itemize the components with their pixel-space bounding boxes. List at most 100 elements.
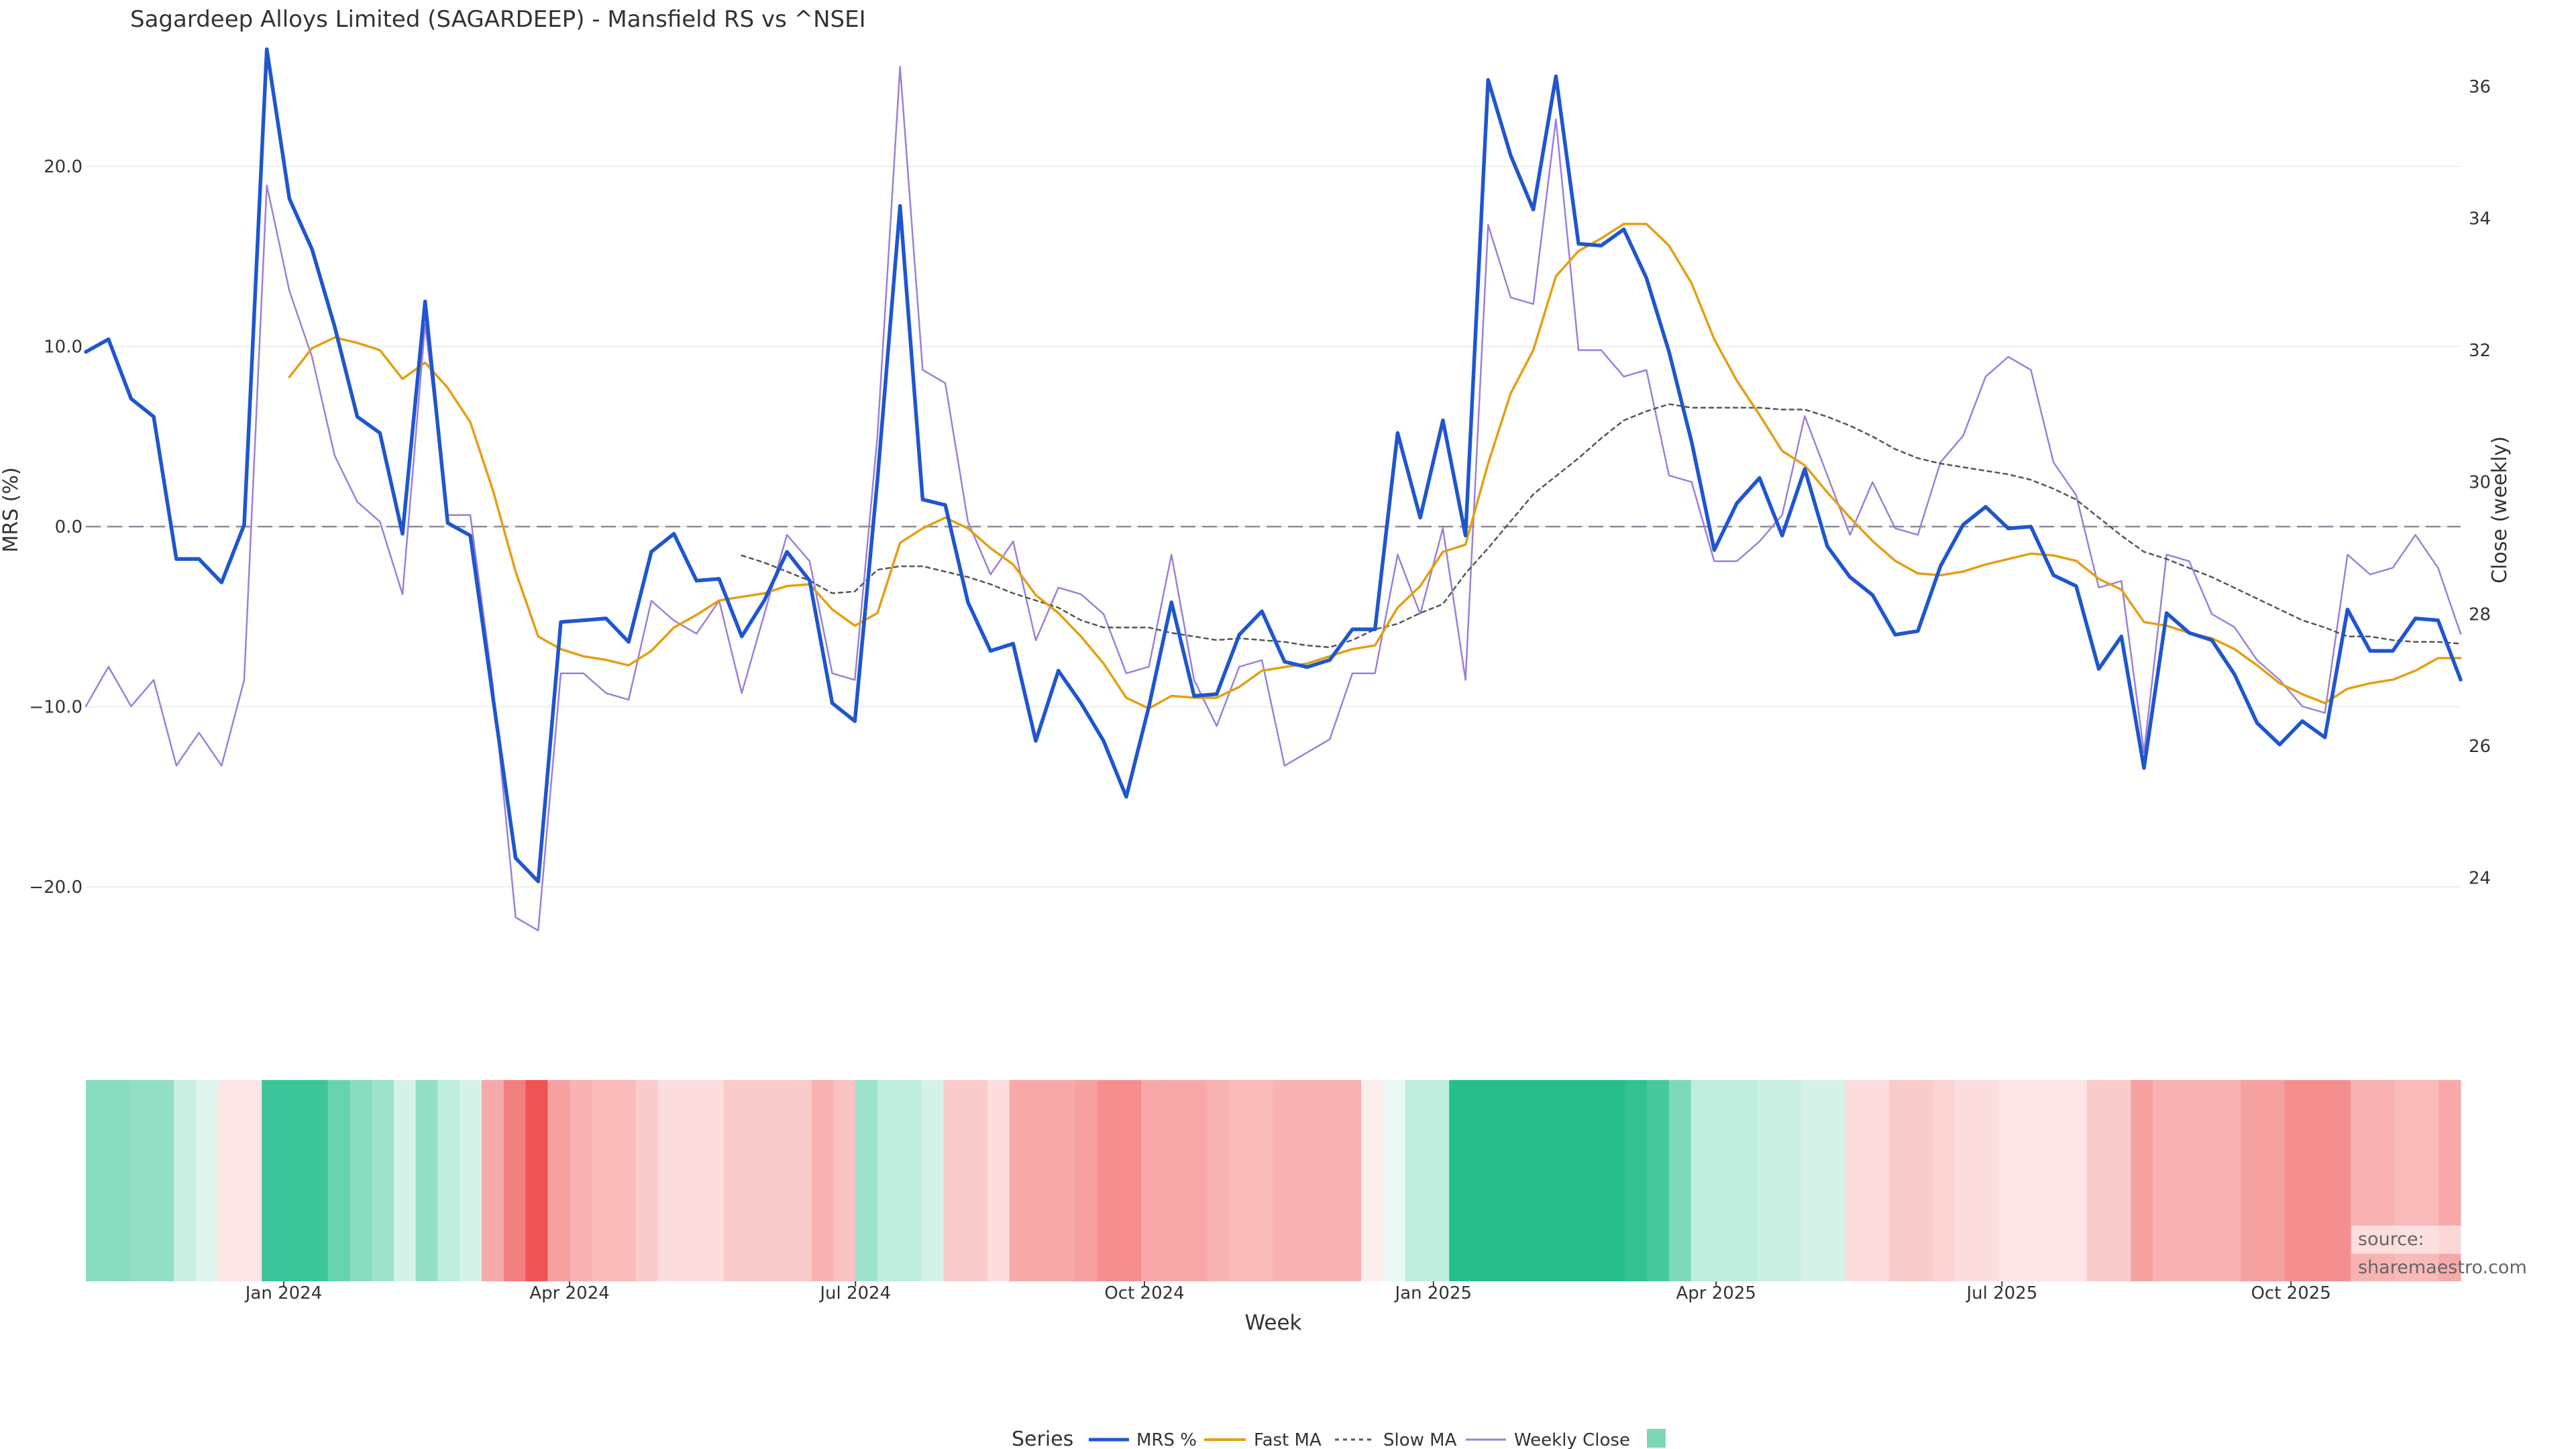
x-axis-label: Week <box>1245 1311 1302 1335</box>
heatmap-cell <box>1273 1080 1296 1281</box>
heatmap-cell <box>943 1080 966 1281</box>
heatmap-cell <box>437 1080 460 1281</box>
heatmap-cell <box>701 1080 724 1281</box>
series-line-mrs <box>84 47 2463 883</box>
heatmap-cell <box>1976 1080 2000 1281</box>
heatmap-cell <box>657 1080 680 1281</box>
heatmap-cell <box>1317 1080 1340 1281</box>
heatmap-cell <box>152 1080 174 1281</box>
heatmap-cell <box>1097 1080 1120 1281</box>
heatmap-cell <box>1603 1080 1626 1281</box>
heatmap-cell <box>350 1080 372 1281</box>
y2-tick-label: 34 <box>2469 209 2491 229</box>
heatmap-cell <box>680 1080 702 1281</box>
heatmap-cell <box>284 1080 307 1281</box>
heatmap-cell <box>1515 1080 1538 1281</box>
heatmap-cell <box>570 1080 592 1281</box>
heatmap-cell <box>1713 1080 1735 1281</box>
legend-label-fast: Fast MA <box>1254 1430 1322 1449</box>
y2-tick-label: 24 <box>2469 868 2491 888</box>
heatmap-cell <box>2263 1080 2286 1281</box>
heatmap-cell <box>1559 1080 1582 1281</box>
heatmap-cell <box>1933 1080 1955 1281</box>
heatmap-cell <box>1009 1080 1032 1281</box>
heatmap-cell <box>745 1080 768 1281</box>
heatmap-cell <box>1361 1080 1384 1281</box>
y-axis-left: 20.0 10.0 0.0 −10.0 −20.0 <box>29 157 83 898</box>
heatmap-cell <box>1823 1080 1845 1281</box>
heatmap-cell <box>525 1080 548 1281</box>
heatmap-cell <box>1449 1080 1472 1281</box>
heatmap-cell <box>1580 1080 1604 1281</box>
heatmap-cell <box>855 1080 878 1281</box>
x-tick-label: Oct 2024 <box>1104 1283 1184 1303</box>
heatmap-cell <box>129 1080 152 1281</box>
heatmap-cell <box>415 1080 439 1281</box>
x-tick-label: Jan 2025 <box>1394 1283 1472 1303</box>
y2-tick-label: 30 <box>2469 473 2491 493</box>
heatmap-cell <box>2108 1080 2131 1281</box>
x-tick-label: Jan 2024 <box>244 1283 323 1303</box>
heatmap-cell <box>591 1080 614 1281</box>
heatmap-cell <box>2086 1080 2110 1281</box>
heatmap-cell <box>2043 1080 2065 1281</box>
y-axis-right: 36 34 32 30 28 26 24 <box>2469 77 2491 889</box>
heatmap-cell <box>262 1080 284 1281</box>
x-tick-label: Jul 2024 <box>818 1283 891 1303</box>
heatmap-cell <box>195 1080 219 1281</box>
heatmap-cell <box>305 1080 329 1281</box>
heatmap-cell <box>2153 1080 2176 1281</box>
heatmap-cell <box>767 1080 790 1281</box>
heatmap-cell <box>1031 1080 1054 1281</box>
heatmap-cell <box>547 1080 570 1281</box>
heatmap-cell <box>460 1080 482 1281</box>
heatmap-cell <box>327 1080 350 1281</box>
heatmap-cell <box>2131 1080 2153 1281</box>
heatmap-cell <box>811 1080 835 1281</box>
y-axis-label-right: Close (weekly) <box>2488 436 2512 584</box>
heatmap-cell <box>1625 1080 1648 1281</box>
legend-title: Series <box>1012 1428 1073 1449</box>
legend-swatch-heatmap <box>1647 1429 1666 1448</box>
y-tick-label: −20.0 <box>29 877 83 898</box>
heatmap-cell <box>2021 1080 2043 1281</box>
y2-tick-label: 32 <box>2469 341 2491 361</box>
heatmap-cell <box>1537 1080 1560 1281</box>
heatmap-cell <box>217 1080 241 1281</box>
heatmap-cell <box>2284 1080 2308 1281</box>
x-tick-label: Oct 2025 <box>2251 1283 2330 1303</box>
heatmap-cell <box>789 1080 812 1281</box>
heatmap-cell <box>2306 1080 2329 1281</box>
heatmap-cell <box>1427 1080 1450 1281</box>
heatmap-cell <box>1185 1080 1208 1281</box>
heatmap-cell <box>174 1080 197 1281</box>
heatmap-cell <box>1295 1080 1318 1281</box>
legend: Series MRS % Fast MA Slow MA Weekly Clos… <box>1012 1428 1666 1449</box>
x-axis: Jan 2024 Apr 2024 Jul 2024 Oct 2024 Jan 2025… <box>244 1281 2331 1303</box>
legend-label-close: Weekly Close <box>1514 1430 1630 1449</box>
heatmap-cell <box>1251 1080 1274 1281</box>
heatmap-cell <box>1075 1080 1098 1281</box>
heatmap-cell <box>1757 1080 1780 1281</box>
heatmap-cell <box>723 1080 746 1281</box>
chart-title: Sagardeep Alloys Limited (SAGARDEEP) - M… <box>130 6 866 33</box>
heatmap-cell <box>1669 1080 1692 1281</box>
legend-label-slow: Slow MA <box>1383 1430 1457 1449</box>
heatmap-cell <box>1647 1080 1670 1281</box>
heatmap-cell <box>2241 1080 2263 1281</box>
heatmap-cell <box>1888 1080 1912 1281</box>
heatmap-cell <box>1141 1080 1164 1281</box>
heatmap-cell <box>1339 1080 1362 1281</box>
heatmap-cell <box>372 1080 394 1281</box>
heatmap-cell <box>1493 1080 1516 1281</box>
heatmap-cell <box>1867 1080 1890 1281</box>
y2-tick-label: 26 <box>2469 737 2491 757</box>
y2-tick-label: 36 <box>2469 77 2491 97</box>
heatmap-cell <box>1163 1080 1186 1281</box>
legend-label-mrs: MRS % <box>1136 1430 1197 1449</box>
heatmap-cell <box>393 1080 417 1281</box>
heatmap-strip <box>86 1080 2461 1281</box>
heatmap-cell <box>1207 1080 1230 1281</box>
heatmap-cell <box>1735 1080 1758 1281</box>
